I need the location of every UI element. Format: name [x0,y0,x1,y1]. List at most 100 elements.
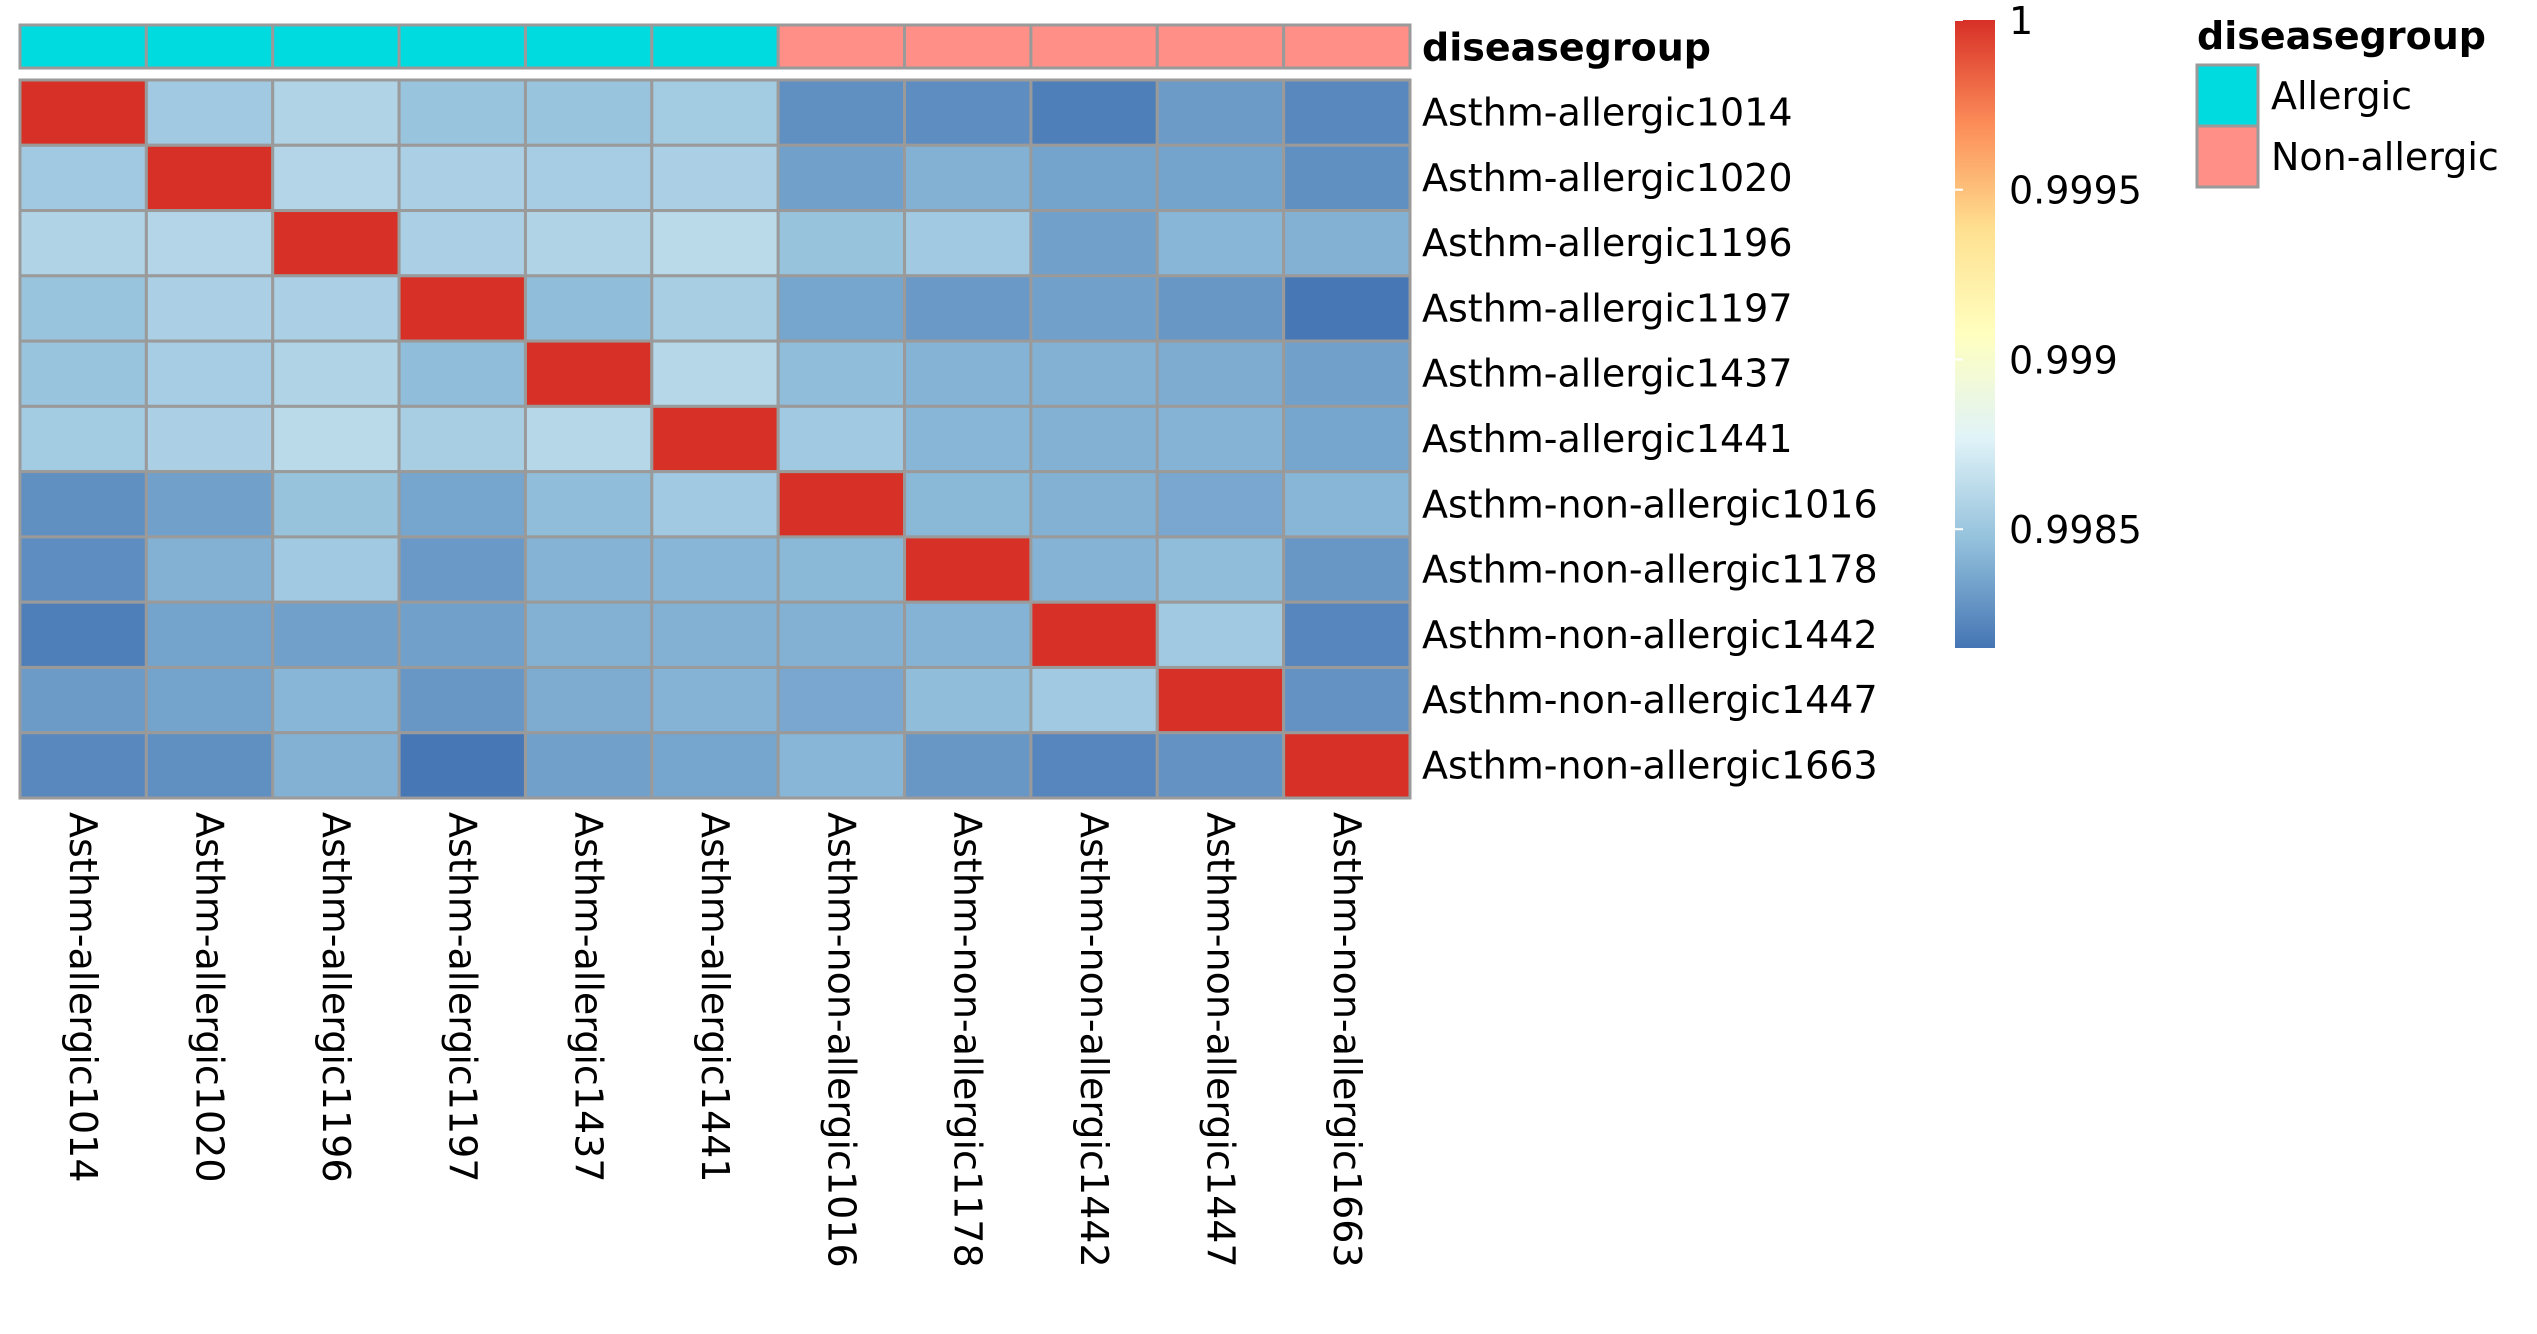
column-labels: Asthm-allergic1014 Asthm-allergic1020 Asth… [61,812,1369,1268]
row-label: Asthm-allergic1437 [1422,352,1793,396]
row-label: Asthm-allergic1014 [1422,91,1793,135]
heatmap-cell [1029,470,1159,539]
heatmap-cell [271,470,401,539]
heatmap-cell [1282,731,1412,800]
heatmap-cell [271,731,401,800]
heatmap-cell [903,404,1033,474]
heatmap-cell [397,665,527,735]
heatmap-cell [523,600,654,669]
heatmap-cell [1029,665,1159,735]
column-label: Asthm-non-allergic1016 [819,812,863,1268]
heatmap-cell [776,78,907,147]
heatmap-cell [18,209,148,278]
group-legend-swatch [2195,124,2260,189]
heatmap-cell [1029,209,1159,278]
column-label: Asthm-allergic1441 [693,812,737,1183]
heatmap-cell [523,731,654,800]
heatmap-cell [523,470,654,539]
heatmap-cell [397,535,527,604]
heatmap-cell [144,535,275,604]
color-scale-bar [1955,20,1995,648]
heatmap-cell [650,339,780,408]
heatmap-cell [1282,143,1412,213]
heatmap-cell [650,600,780,669]
heatmap-cell [776,143,907,213]
heatmap-cell [271,209,401,278]
row-label: Asthm-allergic1197 [1422,286,1793,330]
heatmap-cell [18,143,148,213]
row-label: Asthm-allergic1020 [1422,156,1793,200]
heatmap-cells [18,78,1412,800]
column-label: Asthm-non-allergic1447 [1198,812,1242,1268]
heatmap-cell [271,143,401,213]
color-scale-legend: 1 0.9995 0.999 0.9985 [1955,0,2142,648]
annotation-cell [1029,23,1159,70]
heatmap-cell [903,731,1033,800]
group-legend-title: diseasegroup [2197,14,2486,58]
heatmap-cell [271,535,401,604]
color-scale-tick-label: 0.999 [2009,338,2118,382]
heatmap-cell [271,339,401,408]
group-legend-label: Allergic [2271,74,2412,118]
heatmap-cell [1029,339,1159,408]
heatmap-cell [1029,600,1159,669]
heatmap-cell [1155,209,1286,278]
annotation-cell [1155,23,1286,70]
annotation-cell [144,23,275,70]
annotation-row [18,23,1412,70]
heatmap-cell [144,78,275,147]
heatmap-cell [903,470,1033,539]
heatmap-cell [776,665,907,735]
annotation-cell [523,23,654,70]
heatmap-cell [144,274,275,343]
heatmap-cell [523,404,654,474]
heatmap-cell [650,665,780,735]
annotation-cell [903,23,1033,70]
heatmap-cell [18,78,148,147]
column-label: Asthm-allergic1197 [440,812,484,1183]
heatmap-cell [650,470,780,539]
heatmap-cell [1029,731,1159,800]
heatmap-cell [18,535,148,604]
heatmap-cell [271,600,401,669]
heatmap-cell [397,274,527,343]
heatmap-cell [397,209,527,278]
column-label: Asthm-allergic1020 [188,812,232,1183]
heatmap-cell [271,404,401,474]
column-label: Asthm-non-allergic1663 [1325,812,1369,1268]
color-scale-tick-label: 0.9995 [2009,169,2142,213]
heatmap-cell [18,274,148,343]
heatmap-cell [1282,404,1412,474]
heatmap-cell [903,143,1033,213]
heatmap-cell [1155,78,1286,147]
annotation-cell [1282,23,1412,70]
row-label: Asthm-allergic1196 [1422,221,1793,265]
heatmap-cell [397,143,527,213]
heatmap-cell [1155,470,1286,539]
heatmap-cell [397,339,527,408]
heatmap-cell [776,274,907,343]
heatmap-cell [18,470,148,539]
heatmap-cell [1282,600,1412,669]
heatmap-cell [18,404,148,474]
annotation-cell [650,23,780,70]
row-label: Asthm-non-allergic1663 [1422,743,1878,787]
heatmap-cell [1029,143,1159,213]
column-label: Asthm-non-allergic1178 [946,812,990,1268]
heatmap-cell [397,78,527,147]
heatmap-cell [1155,143,1286,213]
heatmap-cell [776,470,907,539]
annotation-row-title: diseasegroup [1422,26,1711,70]
heatmap-cell [144,600,275,669]
heatmap-cell [523,209,654,278]
heatmap-cell [18,339,148,408]
heatmap-cell [1282,665,1412,735]
heatmap-cell [144,143,275,213]
heatmap-cell [650,731,780,800]
heatmap-cell [523,339,654,408]
heatmap-cell [523,143,654,213]
row-label: Asthm-non-allergic1016 [1422,482,1878,526]
column-label: Asthm-allergic1196 [314,812,358,1183]
color-scale-tick-label: 1 [2009,0,2033,43]
